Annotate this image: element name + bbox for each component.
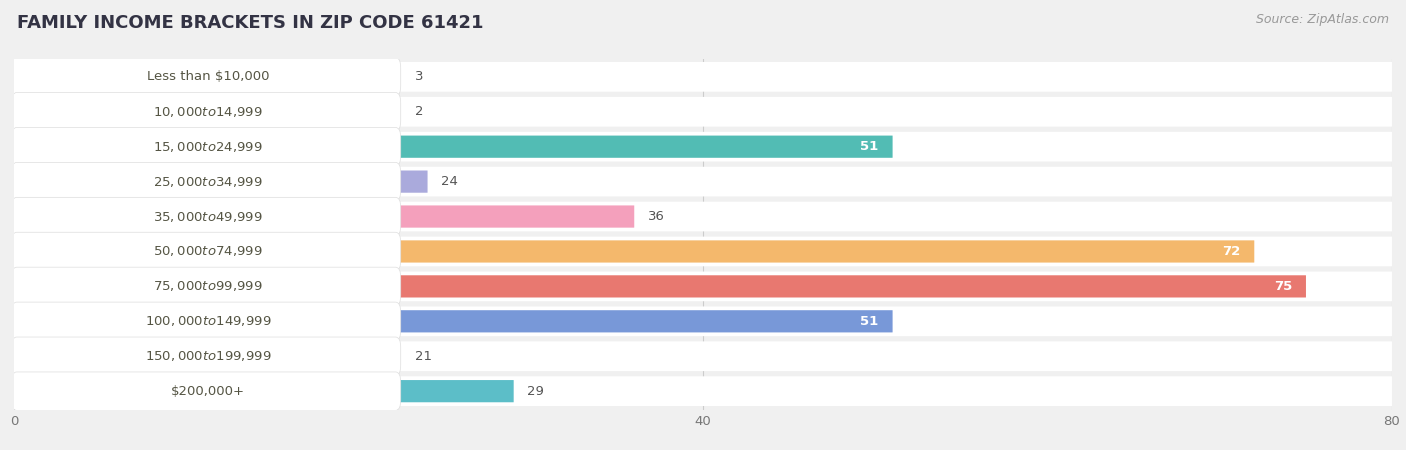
FancyBboxPatch shape [14, 240, 1254, 262]
Text: $75,000 to $99,999: $75,000 to $99,999 [153, 279, 263, 293]
Text: $200,000+: $200,000+ [170, 385, 245, 398]
Text: 36: 36 [648, 210, 665, 223]
FancyBboxPatch shape [14, 342, 1392, 371]
FancyBboxPatch shape [14, 345, 375, 367]
FancyBboxPatch shape [14, 380, 513, 402]
FancyBboxPatch shape [14, 62, 1392, 92]
Text: $25,000 to $34,999: $25,000 to $34,999 [153, 175, 263, 189]
Text: Less than $10,000: Less than $10,000 [146, 70, 269, 83]
Text: $50,000 to $74,999: $50,000 to $74,999 [153, 244, 263, 258]
FancyBboxPatch shape [11, 267, 401, 306]
FancyBboxPatch shape [14, 167, 1392, 197]
FancyBboxPatch shape [11, 127, 401, 166]
FancyBboxPatch shape [14, 271, 1392, 301]
Text: FAMILY INCOME BRACKETS IN ZIP CODE 61421: FAMILY INCOME BRACKETS IN ZIP CODE 61421 [17, 14, 484, 32]
Text: $100,000 to $149,999: $100,000 to $149,999 [145, 314, 271, 328]
Text: $10,000 to $14,999: $10,000 to $14,999 [153, 105, 263, 119]
Text: 72: 72 [1222, 245, 1240, 258]
Text: 51: 51 [860, 140, 879, 153]
FancyBboxPatch shape [14, 206, 634, 228]
Text: 3: 3 [415, 70, 423, 83]
FancyBboxPatch shape [14, 310, 893, 333]
FancyBboxPatch shape [11, 337, 401, 375]
FancyBboxPatch shape [11, 372, 401, 410]
Text: $150,000 to $199,999: $150,000 to $199,999 [145, 349, 271, 363]
FancyBboxPatch shape [14, 306, 1392, 336]
FancyBboxPatch shape [11, 58, 401, 96]
FancyBboxPatch shape [11, 162, 401, 201]
Text: 29: 29 [527, 385, 544, 398]
Text: $15,000 to $24,999: $15,000 to $24,999 [153, 140, 263, 154]
FancyBboxPatch shape [14, 132, 1392, 162]
Text: 24: 24 [441, 175, 458, 188]
FancyBboxPatch shape [14, 66, 66, 88]
FancyBboxPatch shape [14, 135, 893, 158]
FancyBboxPatch shape [14, 171, 427, 193]
FancyBboxPatch shape [14, 237, 1392, 266]
FancyBboxPatch shape [14, 101, 49, 123]
FancyBboxPatch shape [14, 275, 1306, 297]
Text: 2: 2 [415, 105, 423, 118]
FancyBboxPatch shape [11, 232, 401, 270]
FancyBboxPatch shape [11, 198, 401, 236]
Text: $35,000 to $49,999: $35,000 to $49,999 [153, 210, 263, 224]
Text: Source: ZipAtlas.com: Source: ZipAtlas.com [1256, 14, 1389, 27]
FancyBboxPatch shape [14, 376, 1392, 406]
Text: 75: 75 [1274, 280, 1292, 293]
Text: 51: 51 [860, 315, 879, 328]
FancyBboxPatch shape [11, 302, 401, 341]
FancyBboxPatch shape [11, 93, 401, 131]
FancyBboxPatch shape [14, 202, 1392, 231]
FancyBboxPatch shape [14, 97, 1392, 126]
Text: 21: 21 [415, 350, 433, 363]
